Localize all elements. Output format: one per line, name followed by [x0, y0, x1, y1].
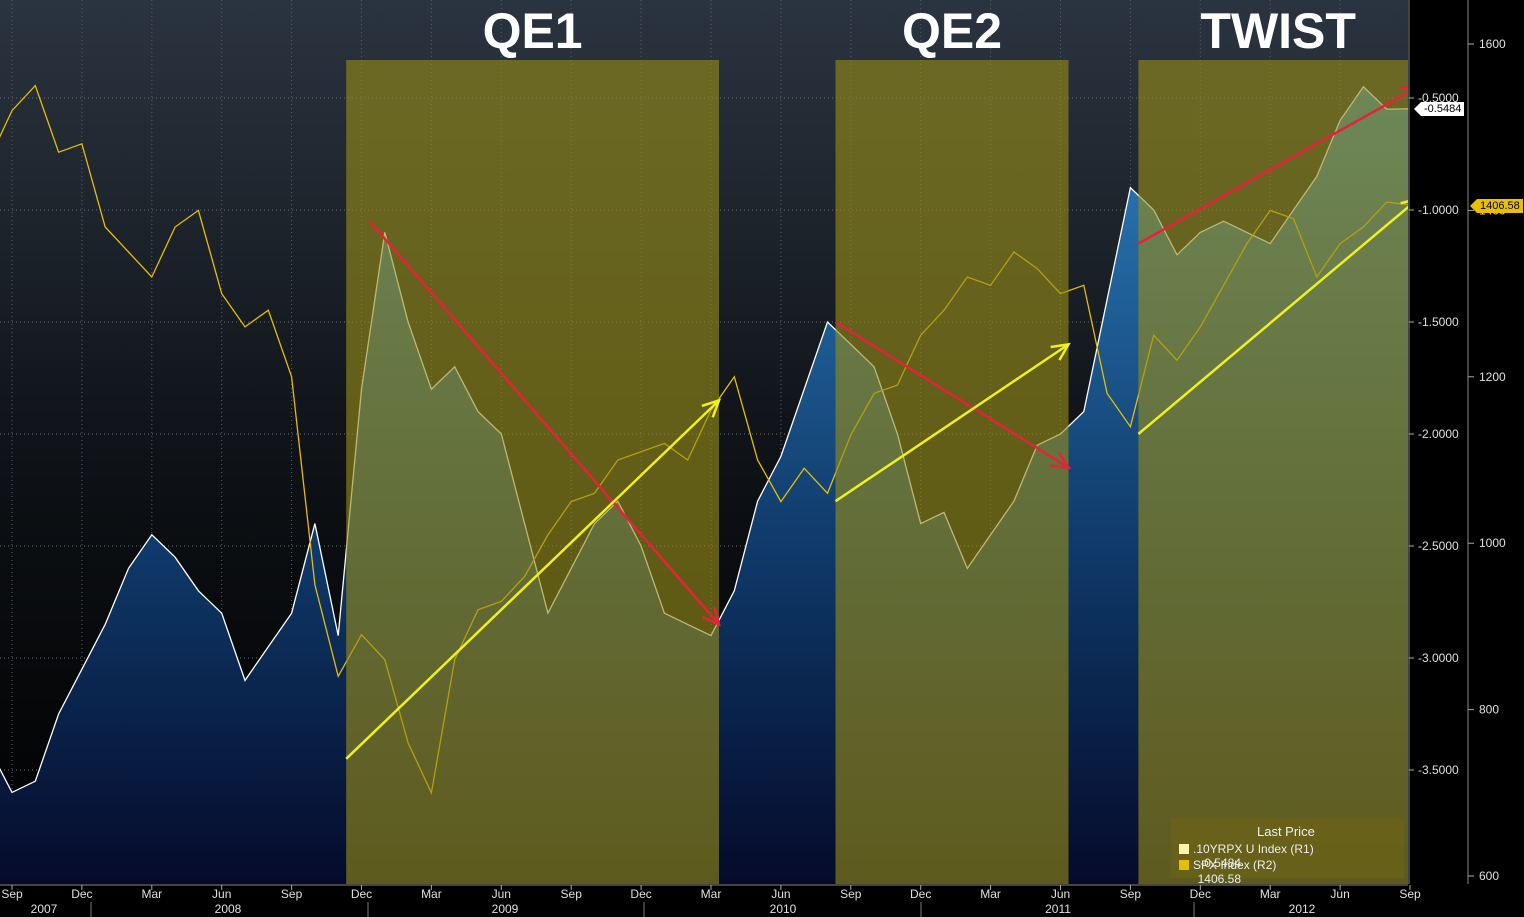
tick-label-x: Dec — [71, 887, 92, 901]
tick-label-x: Sep — [561, 887, 583, 901]
tick-label-r2: 600 — [1479, 869, 1499, 883]
legend-item-10yrpx: .10YRPX U Index (R1)-0.5484 — [1179, 842, 1404, 870]
tick-label-r2: 1000 — [1479, 536, 1506, 550]
tick-label-x: Mar — [701, 887, 722, 901]
tick-label-r2: 1600 — [1479, 37, 1506, 51]
tick-label-x: Jun — [212, 887, 231, 901]
period-label-twist: TWIST — [1200, 3, 1356, 59]
tick-label-x: Sep — [1, 887, 23, 901]
legend-title: Last Price — [1257, 824, 1315, 839]
year-label: 2010 — [770, 902, 797, 916]
legend: Last Price .10YRPX U Index (R1)-0.5484 S… — [1171, 818, 1404, 886]
tick-label-r1: -1.0000 — [1418, 203, 1459, 217]
right-axis-panel — [1408, 0, 1524, 917]
legend-item-value: 1406.58 — [1197, 872, 1241, 886]
tick-label-r1: -1.5000 — [1418, 315, 1459, 329]
tick-label-r2: 1200 — [1479, 370, 1506, 384]
tick-label-x: Mar — [980, 887, 1001, 901]
tick-label-x: Mar — [1260, 887, 1281, 901]
tick-label-x: Mar — [141, 887, 162, 901]
year-label: 2007 — [31, 902, 58, 916]
period-label-qe1: QE1 — [483, 3, 583, 59]
arrowhead-yellow-3 — [1050, 342, 1071, 361]
period-labels: QE1 QE2 TWIST — [483, 3, 1356, 59]
last-value-badge-r2: 1406.58 — [1470, 199, 1523, 213]
tick-label-r2: 800 — [1479, 703, 1499, 717]
arrow-red-0 — [368, 220, 720, 626]
arrow-yellow-3 — [834, 343, 1070, 503]
tick-label-x: Dec — [1190, 887, 1211, 901]
tick-label-x: Sep — [281, 887, 303, 901]
tick-label-x: Mar — [421, 887, 442, 901]
arrowhead-red-0 — [701, 606, 721, 627]
arrow-red-4 — [1137, 85, 1419, 245]
tick-label-r1: -2.0000 — [1418, 427, 1459, 441]
tick-label-x: Dec — [351, 887, 372, 901]
tick-label-x: Sep — [840, 887, 862, 901]
tick-label-x: Dec — [910, 887, 931, 901]
year-label: 2008 — [215, 902, 242, 916]
arrow-yellow-1 — [345, 399, 720, 760]
year-label: 2009 — [492, 902, 519, 916]
shaded-period-qe1 — [346, 60, 719, 884]
tick-label-r1: -0.5000 — [1418, 91, 1459, 105]
tick-label-x: Jun — [1051, 887, 1070, 901]
tick-label-x: Sep — [1399, 887, 1421, 901]
arrow-yellow-5 — [1137, 197, 1419, 435]
legend-item-name: .10YRPX U Index (R1) — [1193, 842, 1314, 856]
legend-item-name: SPX Index (R2) — [1193, 858, 1277, 872]
tick-label-r1: -3.5000 — [1418, 763, 1459, 777]
tick-label-x: Sep — [1120, 887, 1142, 901]
shaded-period-twist — [1138, 60, 1418, 884]
shaded-periods — [346, 60, 1418, 884]
last-value-badge-r1: -0.5484 — [1413, 102, 1465, 116]
tick-label-r1: -2.5000 — [1418, 539, 1459, 553]
tick-label-x: Dec — [630, 887, 651, 901]
legend-item-spx: SPX Index (R2)1406.58 — [1179, 858, 1404, 886]
tick-label-r1: -3.0000 — [1418, 651, 1459, 665]
year-label: 2011 — [1045, 902, 1071, 916]
arrowhead-yellow-1 — [701, 398, 722, 418]
legend-item-value: -0.5484 — [1200, 856, 1241, 870]
tick-label-x: Jun — [492, 887, 511, 901]
year-label: 2012 — [1289, 902, 1316, 916]
legend-swatch — [1179, 860, 1189, 870]
period-label-qe2: QE2 — [902, 3, 1002, 59]
tick-label-x: Jun — [771, 887, 790, 901]
shaded-period-qe2 — [835, 60, 1069, 884]
arrowhead-red-2 — [1050, 451, 1071, 470]
arrow-red-2 — [834, 320, 1070, 469]
tick-label-x: Jun — [1330, 887, 1349, 901]
legend-swatch — [1179, 844, 1189, 854]
